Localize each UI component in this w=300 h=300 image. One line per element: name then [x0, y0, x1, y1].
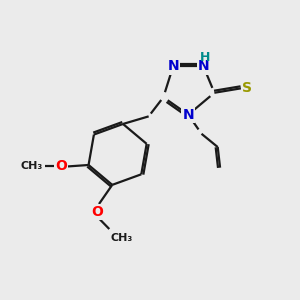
Text: S: S — [242, 81, 252, 95]
Text: O: O — [92, 205, 104, 219]
Text: O: O — [55, 160, 67, 173]
Text: CH₃: CH₃ — [111, 232, 133, 243]
Text: CH₃: CH₃ — [20, 161, 42, 172]
Text: H: H — [200, 51, 210, 64]
Text: N: N — [182, 108, 194, 122]
Text: N: N — [198, 59, 209, 74]
Text: N: N — [167, 59, 179, 74]
